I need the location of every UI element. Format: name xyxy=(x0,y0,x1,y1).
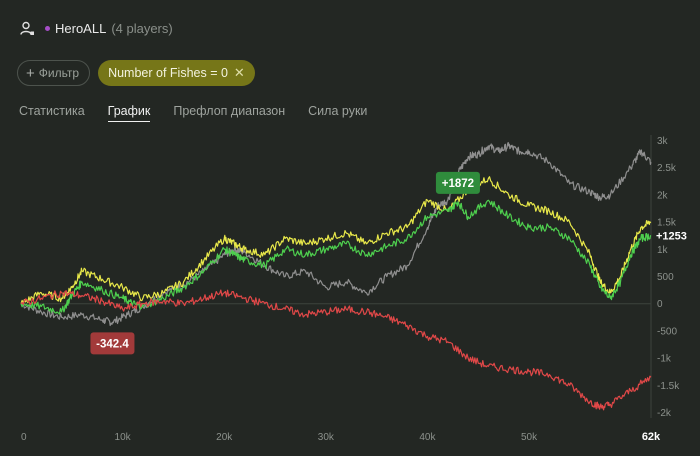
y-tick-label: 0 xyxy=(657,299,663,310)
add-filter-label: Фильтр xyxy=(38,66,80,80)
y-tick-label: 2.5k xyxy=(657,163,677,174)
min-value-label: -342.4 xyxy=(96,338,129,350)
final-value-label: +1253 xyxy=(656,231,687,243)
y-tick-label: -500 xyxy=(657,326,677,337)
x-tick-label: 40k xyxy=(419,432,436,443)
min-value-badge xyxy=(90,332,135,355)
y-tick-label: 1k xyxy=(657,245,669,256)
active-filter-chip[interactable]: Number of Fishes = 0 ✕ xyxy=(98,60,255,86)
user-settings-icon[interactable] xyxy=(20,21,35,36)
plus-icon: + xyxy=(26,64,35,82)
tab-graph[interactable]: График xyxy=(107,104,151,122)
tab-statistics[interactable]: Статистика xyxy=(19,104,85,118)
series-line-1 xyxy=(20,141,652,327)
series-line-3 xyxy=(20,199,652,315)
series-line-4 xyxy=(20,289,652,411)
add-filter-button[interactable]: + Фильтр xyxy=(17,60,91,86)
header: HeroALL (4 players) xyxy=(20,18,173,38)
y-tick-label: 2k xyxy=(657,190,669,201)
filters-bar: + Фильтр Number of Fishes = 0 ✕ xyxy=(17,60,255,86)
x-tick-label: 20k xyxy=(216,432,233,443)
y-tick-label: 500 xyxy=(657,272,674,283)
players-count: (4 players) xyxy=(111,20,173,36)
x-tick-label: 10k xyxy=(115,432,132,443)
y-tick-label: 3k xyxy=(657,136,669,147)
status-dot xyxy=(45,25,50,31)
close-icon[interactable]: ✕ xyxy=(233,65,245,80)
max-value-badge xyxy=(435,171,480,194)
y-tick-label: -2k xyxy=(657,408,672,419)
hero-name[interactable]: HeroALL xyxy=(55,20,107,36)
tab-preflop-range[interactable]: Префлоп диапазон xyxy=(173,104,286,118)
x-tick-label: 50k xyxy=(521,432,538,443)
x-tick-label: 0 xyxy=(21,432,27,443)
x-tick-label: 62k xyxy=(642,431,661,443)
winnings-chart: 3k 2.5k 2k 1.5k 1k 500 0 -500 -1k -1.5k -2k 0 10k 20k… xyxy=(20,135,687,443)
series-line-2 xyxy=(20,176,652,304)
y-tick-label: 1.5k xyxy=(657,218,677,229)
tab-bar: Статистика График Префлоп диапазон Сила … xyxy=(19,104,390,122)
max-value-label: +1872 xyxy=(442,178,474,190)
tab-hand-strength[interactable]: Сила руки xyxy=(308,104,368,118)
x-tick-label: 30k xyxy=(318,432,335,443)
active-filter-label: Number of Fishes = 0 xyxy=(108,66,228,80)
y-tick-label: -1.5k xyxy=(657,381,680,392)
y-tick-label: -1k xyxy=(657,354,672,365)
